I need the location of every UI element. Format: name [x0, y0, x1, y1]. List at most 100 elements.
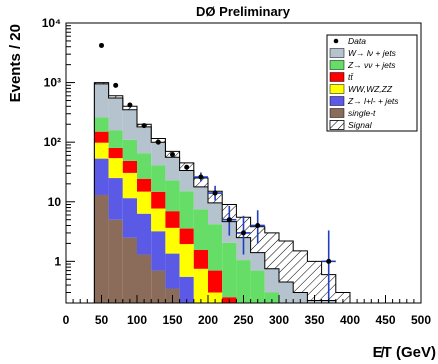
signal-bar — [193, 178, 208, 187]
signal-bar — [94, 82, 109, 84]
data-point — [155, 139, 161, 145]
legend-label: W→ lν + jets — [348, 48, 397, 58]
legend-label: Signal — [348, 120, 373, 130]
signal-bar — [293, 250, 308, 293]
bar-tt — [193, 250, 208, 269]
bar-z-jets — [122, 139, 137, 161]
data-point — [226, 217, 232, 223]
legend-label: Z→ l+l- + jets — [347, 96, 399, 106]
y-axis-title: Events / 20 — [7, 24, 24, 102]
bar-w-l-jets — [208, 202, 223, 225]
axes: 0 50 100 150 200 250 300 350 400 450 500 1 10 10² 10³ 1… — [42, 16, 432, 327]
x-axis-title: E̸T (GeV) — [373, 344, 436, 361]
bar-single-t — [122, 237, 137, 303]
bar-z-jets — [94, 117, 109, 132]
bar-z-jets — [179, 191, 194, 229]
bar-z-l-l-jets — [108, 178, 123, 220]
legend-entry: W→ lν + jets — [329, 48, 397, 58]
signal-outline — [93, 82, 351, 303]
legend-label: Z→ νν + jets — [347, 60, 396, 70]
legend-swatch — [329, 72, 345, 82]
bar-z-l-l-jets — [165, 253, 180, 289]
legend-entry: Data — [333, 36, 366, 46]
x-tick-label: 300 — [269, 313, 289, 327]
bar-single-t — [108, 219, 123, 303]
bar-z-jets — [208, 224, 223, 271]
bar-z-l-l-jets — [94, 158, 109, 195]
legend-swatch — [329, 48, 345, 58]
bar-w-l-jets — [179, 170, 194, 192]
y-tick-label: 10³ — [44, 76, 61, 90]
bar-single-t — [151, 270, 166, 303]
bar-single-t — [94, 194, 109, 303]
legend-entry: single-t — [329, 108, 376, 118]
data-point — [212, 190, 218, 196]
y-tick-label: 10⁴ — [42, 16, 61, 30]
legend-entry: Z→ νν + jets — [329, 60, 396, 70]
bar-ww-wz-zz — [208, 292, 223, 303]
bar-z-jets — [165, 180, 180, 212]
bar-single-t — [137, 254, 152, 303]
legend-label: single-t — [348, 108, 376, 118]
legend-swatch — [329, 60, 345, 70]
background-total-outline — [93, 83, 351, 303]
legend-label: Data — [348, 36, 366, 46]
bar-z-jets — [108, 130, 123, 148]
legend-swatch — [329, 96, 345, 106]
signal-bar — [335, 292, 350, 303]
bar-ww-wz-zz — [122, 172, 137, 199]
legend-swatch — [329, 120, 345, 130]
data-point — [198, 174, 204, 180]
bar-tt — [137, 178, 152, 192]
data-point — [170, 152, 175, 158]
bar-ww-wz-zz — [179, 244, 194, 277]
bar-ww-wz-zz — [108, 158, 123, 179]
signal-bar — [279, 240, 294, 283]
y-tick-label: 10 — [48, 195, 62, 209]
legend-swatch — [329, 108, 345, 118]
legend-label: tt̄ — [348, 72, 354, 82]
bar-w-l-jets — [165, 157, 180, 181]
signal-bar — [108, 95, 123, 99]
bar-z-jets — [222, 242, 237, 298]
bar-w-l-jets — [122, 109, 137, 140]
bar-z-jets — [137, 153, 152, 179]
bar-w-l-jets — [137, 126, 152, 154]
bar-w-l-jets — [151, 142, 166, 166]
bar-w-l-jets — [108, 98, 123, 131]
legend-swatch — [329, 84, 345, 94]
bar-z-l-l-jets — [151, 231, 166, 271]
x-tick-label: 500 — [411, 313, 431, 327]
bar-w-l-jets — [279, 282, 294, 303]
bar-w-l-jets — [250, 252, 265, 271]
bar-z-jets — [250, 270, 265, 303]
bar-ww-wz-zz — [151, 208, 166, 232]
bar-w-l-jets — [293, 292, 308, 303]
bar-w-l-jets — [264, 268, 279, 293]
bar-ww-wz-zz — [165, 227, 180, 254]
bar-z-jets — [151, 165, 166, 192]
signal-bar — [307, 261, 322, 301]
signal-bar — [264, 232, 279, 269]
bar-ww-wz-zz — [94, 142, 109, 159]
x-tick-label: 350 — [304, 313, 324, 327]
data-point — [241, 230, 246, 236]
data-point — [141, 123, 147, 129]
x-tick-label: 0 — [63, 313, 70, 327]
signal-bar — [122, 106, 137, 110]
bar-z-jets — [264, 292, 279, 303]
bar-tt — [165, 211, 180, 228]
bar-tt — [208, 270, 223, 293]
x-tick-label: 50 — [95, 313, 109, 327]
data-point — [184, 164, 190, 170]
bar-z-l-l-jets — [122, 198, 137, 238]
bar-z-l-l-jets — [137, 213, 152, 255]
bar-tt — [108, 147, 123, 159]
x-tick-label: 400 — [340, 313, 360, 327]
data-point — [127, 102, 133, 108]
legend-entry: Signal — [329, 120, 373, 130]
legend-entry: tt̄ — [329, 72, 354, 82]
y-tick-label: 10² — [44, 135, 61, 149]
bar-z-jets — [193, 209, 208, 251]
data-point — [99, 42, 104, 48]
